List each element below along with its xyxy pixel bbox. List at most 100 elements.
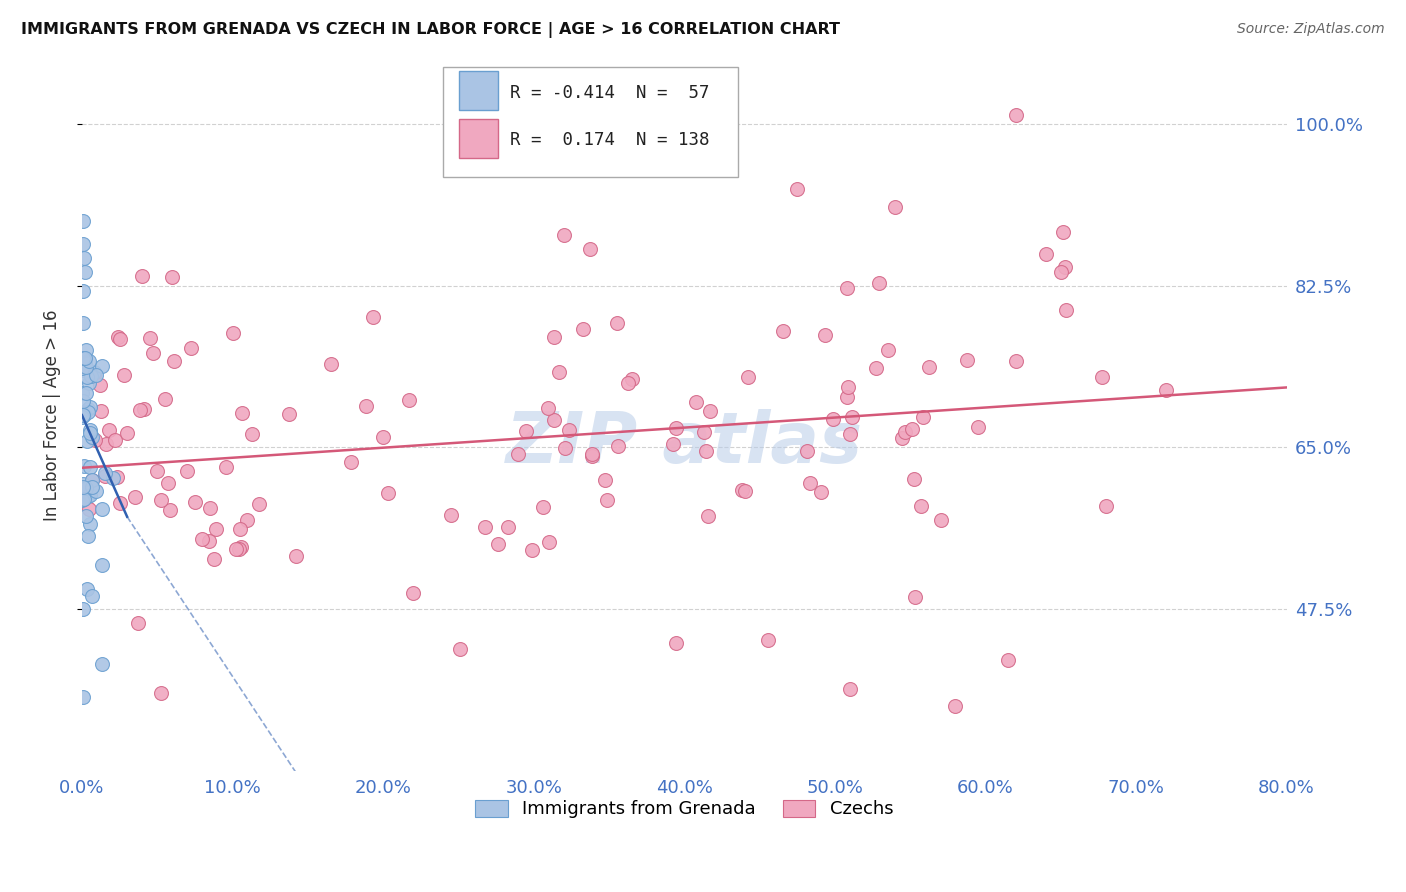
Point xyxy=(884,200,907,214)
Point xyxy=(72,237,94,252)
Point xyxy=(321,358,343,372)
Point xyxy=(138,331,160,345)
Point xyxy=(772,324,794,338)
Point xyxy=(621,372,644,386)
Point xyxy=(496,520,519,534)
Point xyxy=(692,425,714,440)
Point xyxy=(73,351,96,366)
Point xyxy=(107,330,129,344)
Point xyxy=(115,425,138,440)
Point xyxy=(79,423,101,437)
Point xyxy=(553,228,575,243)
Point xyxy=(1004,354,1026,368)
Point xyxy=(515,424,537,438)
Point xyxy=(835,390,858,404)
Point xyxy=(159,503,181,517)
Point xyxy=(72,316,94,330)
Point xyxy=(356,400,378,414)
Point xyxy=(80,480,103,494)
Point xyxy=(581,447,603,461)
Point xyxy=(520,543,543,558)
Point xyxy=(73,492,96,507)
Point xyxy=(1049,265,1071,279)
Point xyxy=(77,489,100,503)
Point xyxy=(75,481,97,495)
Point xyxy=(373,430,395,444)
Point xyxy=(966,420,988,434)
Point xyxy=(696,509,718,524)
Point xyxy=(581,449,603,463)
Point xyxy=(929,513,952,527)
Point xyxy=(537,401,560,415)
Point xyxy=(543,413,565,427)
Point xyxy=(1091,370,1114,384)
Point xyxy=(1095,499,1118,513)
Point xyxy=(112,368,135,382)
Point xyxy=(89,378,111,392)
Point xyxy=(912,410,935,425)
Point xyxy=(558,423,581,437)
Point xyxy=(132,402,155,417)
Point xyxy=(77,402,100,417)
Point xyxy=(474,520,496,534)
Point xyxy=(506,447,529,461)
Text: IMMIGRANTS FROM GRENADA VS CZECH IN LABOR FORCE | AGE > 16 CORRELATION CHART: IMMIGRANTS FROM GRENADA VS CZECH IN LABO… xyxy=(21,22,841,38)
Point xyxy=(796,443,818,458)
Text: Source: ZipAtlas.com: Source: ZipAtlas.com xyxy=(1237,22,1385,37)
Point xyxy=(284,549,307,564)
Point xyxy=(876,343,898,358)
Point xyxy=(837,380,859,394)
Point xyxy=(821,412,844,426)
Point xyxy=(903,471,925,485)
Point xyxy=(486,536,509,550)
Point xyxy=(665,421,688,435)
Point xyxy=(997,653,1019,667)
FancyBboxPatch shape xyxy=(458,71,498,111)
Point xyxy=(184,494,207,508)
Point xyxy=(1154,383,1177,397)
Point xyxy=(554,441,576,455)
Point xyxy=(838,682,860,697)
Point xyxy=(1035,246,1057,260)
Point xyxy=(228,542,250,557)
Point xyxy=(75,386,97,401)
Point xyxy=(198,534,221,549)
Point xyxy=(75,509,97,524)
Point xyxy=(606,316,628,330)
Point xyxy=(579,242,602,256)
Point xyxy=(80,430,103,444)
Point xyxy=(73,408,96,422)
Point xyxy=(449,641,471,656)
Point xyxy=(180,341,202,355)
Point xyxy=(891,431,914,445)
Point xyxy=(90,657,112,672)
Point xyxy=(956,353,979,368)
Point xyxy=(841,409,863,424)
Point xyxy=(1054,260,1077,275)
Point xyxy=(814,328,837,343)
Point xyxy=(76,369,98,384)
Point xyxy=(83,368,105,382)
Y-axis label: In Labor Force | Age > 16: In Labor Force | Age > 16 xyxy=(44,310,60,521)
Point xyxy=(202,552,225,566)
Point xyxy=(79,459,101,474)
Point xyxy=(918,359,941,374)
Point xyxy=(231,406,253,420)
Point xyxy=(142,346,165,360)
Point xyxy=(83,433,105,447)
Point xyxy=(76,582,98,597)
Point xyxy=(90,404,112,418)
Point xyxy=(685,395,707,409)
Point xyxy=(865,361,887,376)
Point xyxy=(225,541,247,556)
Point xyxy=(83,365,105,379)
Point xyxy=(84,483,107,498)
Point xyxy=(593,474,616,488)
Point xyxy=(76,434,98,448)
Point xyxy=(72,480,94,494)
Point xyxy=(695,443,717,458)
Point xyxy=(82,474,104,488)
Point xyxy=(73,251,96,265)
Point xyxy=(72,285,94,299)
Point xyxy=(75,364,97,378)
